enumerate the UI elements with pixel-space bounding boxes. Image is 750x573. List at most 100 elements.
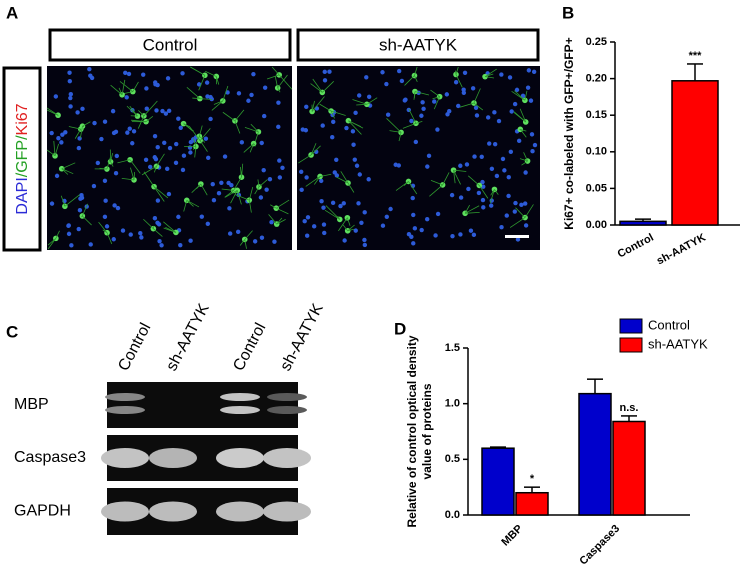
process (183, 123, 190, 127)
gfp-cell (436, 93, 443, 100)
nucleus (458, 232, 463, 237)
nucleus (424, 216, 430, 222)
process (484, 68, 497, 78)
nucleus (525, 85, 531, 90)
process (311, 100, 315, 112)
nucleus (226, 180, 231, 186)
micrograph (47, 66, 292, 250)
nucleus (80, 106, 85, 112)
stain-part: DAPI (14, 177, 31, 214)
band (216, 448, 264, 468)
nucleus (112, 203, 117, 208)
nucleus (163, 111, 169, 116)
nucleus (494, 173, 500, 179)
process (330, 110, 346, 116)
nucleus (304, 233, 310, 238)
process (404, 75, 415, 86)
nucleus (473, 105, 479, 111)
process (188, 125, 201, 141)
nucleus (523, 223, 529, 228)
nucleus (126, 71, 132, 77)
process (276, 217, 283, 225)
nucleus (113, 171, 119, 176)
bar (481, 447, 515, 516)
nucleus (480, 179, 485, 185)
process (347, 224, 355, 232)
nucleus (449, 192, 455, 198)
process (490, 189, 495, 196)
nucleus (60, 132, 65, 137)
nucleus (77, 136, 82, 141)
nucleus (299, 187, 304, 193)
nucleus (261, 167, 266, 173)
process (222, 111, 236, 122)
process (485, 76, 495, 79)
nucleus (160, 108, 165, 114)
nucleus (380, 70, 385, 75)
band (216, 501, 264, 522)
process (336, 176, 349, 184)
nucleus (251, 71, 256, 77)
x-tick-label: Control (616, 232, 656, 261)
nucleus (77, 207, 83, 213)
nucleus (152, 216, 158, 221)
panel-label: A (6, 3, 18, 22)
process (494, 189, 499, 195)
nucleus (522, 201, 528, 206)
nucleus (252, 239, 258, 244)
process (270, 204, 277, 209)
nucleus (499, 225, 504, 230)
process (121, 177, 135, 181)
process (408, 181, 418, 195)
protein-label: GAPDH (14, 503, 71, 520)
y-axis-label: Ki67+ co-labeled with GFP+/GFP+ (562, 37, 576, 229)
nucleus (330, 200, 336, 206)
process (64, 194, 80, 207)
panel-label: C (6, 322, 18, 341)
nucleus (166, 191, 172, 197)
nucleus (359, 220, 364, 225)
process (213, 100, 223, 105)
process (82, 121, 91, 127)
nucleus (299, 169, 304, 174)
process (319, 103, 332, 112)
nucleus (462, 70, 468, 76)
nucleus (188, 238, 193, 243)
nucleus (76, 226, 81, 232)
nucleus (409, 118, 414, 124)
nucleus (166, 108, 172, 114)
condition-box (296, 28, 540, 62)
y-axis-label: value of proteins (420, 383, 434, 479)
process (234, 194, 250, 201)
nucleus (480, 197, 486, 203)
process (298, 154, 312, 164)
nucleus (384, 81, 389, 87)
nucleus (447, 108, 452, 114)
nucleus (178, 243, 183, 248)
nucleus (259, 140, 264, 146)
nucleus (362, 210, 367, 215)
process (271, 66, 280, 76)
y-tick-label: 0.20 (586, 73, 607, 85)
process (250, 123, 259, 133)
process (239, 239, 246, 246)
process (313, 176, 321, 185)
process (515, 207, 526, 218)
nucleus (362, 242, 368, 248)
nucleus (344, 125, 349, 131)
nucleus (334, 173, 340, 178)
process (222, 85, 229, 102)
bar (578, 392, 612, 516)
process (68, 126, 81, 130)
nucleus (76, 145, 82, 151)
nucleus (199, 214, 205, 219)
nucleus (433, 233, 438, 238)
nucleus (453, 80, 459, 85)
nucleus (496, 118, 502, 124)
nucleus (385, 112, 391, 117)
process (186, 87, 201, 99)
nucleus (531, 69, 537, 74)
nucleus (111, 237, 116, 242)
band (267, 406, 307, 414)
